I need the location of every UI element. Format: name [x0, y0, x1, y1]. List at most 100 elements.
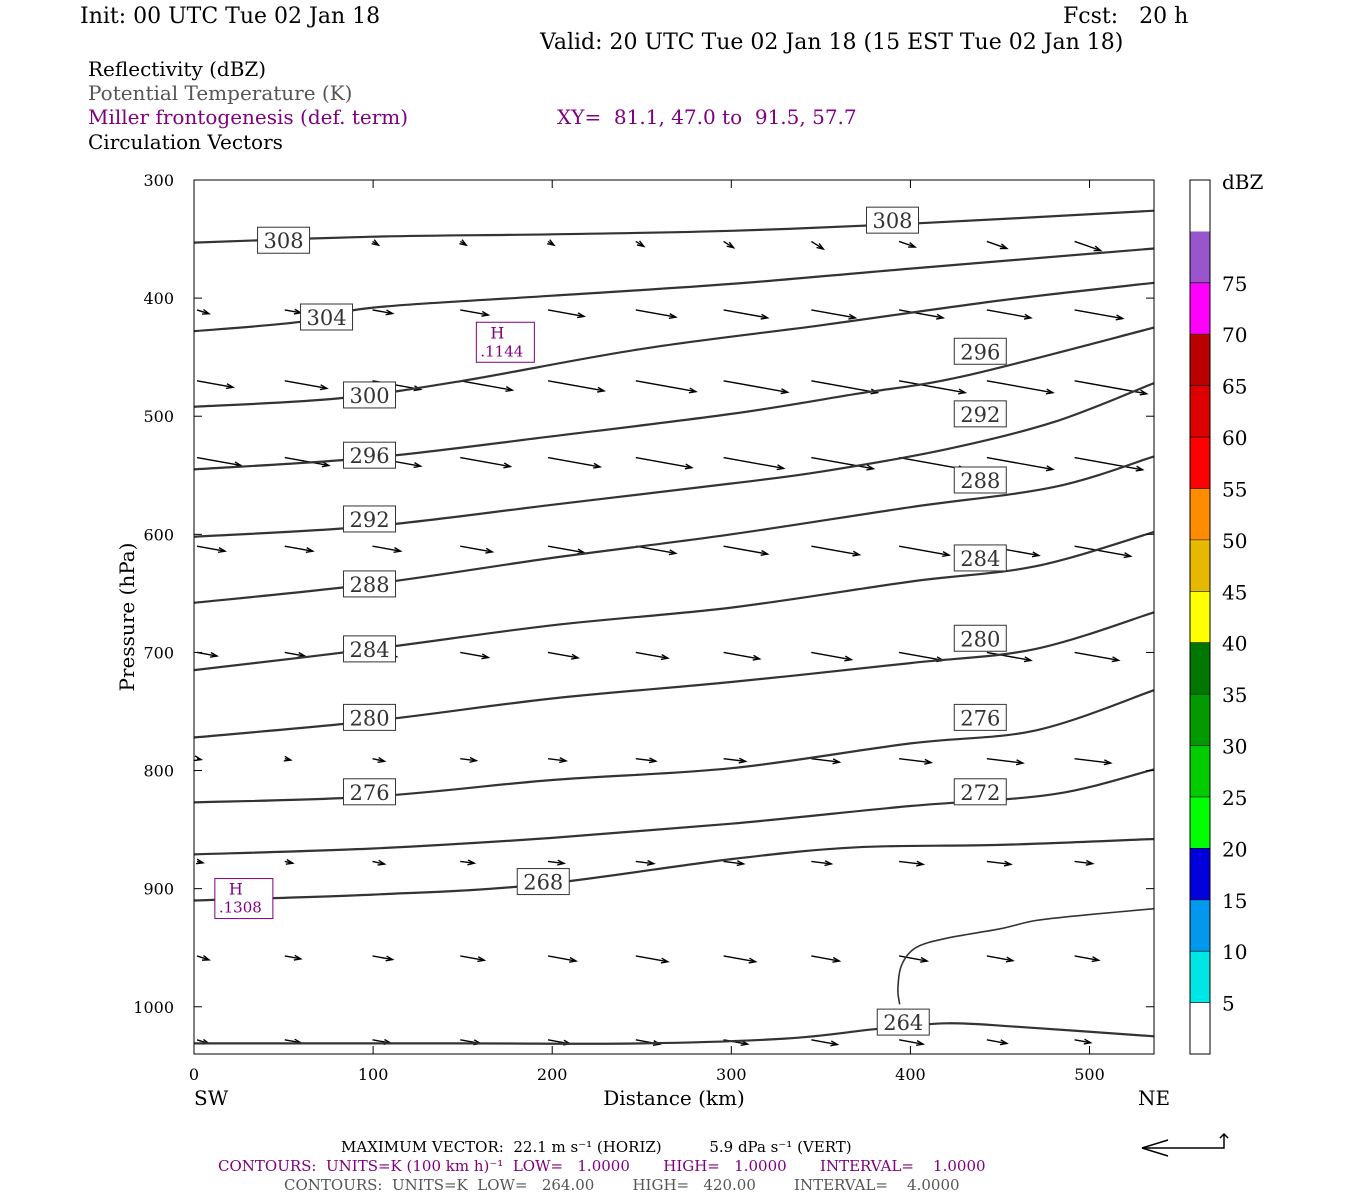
- frontogenesis-max-label: H: [229, 880, 243, 899]
- vector-arrowhead: [559, 757, 569, 764]
- x-axis-right-endpoint: NE: [1138, 1086, 1170, 1110]
- colorbar-label: 75: [1222, 272, 1247, 296]
- vector-arrowhead: [848, 313, 858, 320]
- theta-label-308: 308: [264, 229, 304, 253]
- circulation-vector: [196, 456, 242, 467]
- theta-label-box: [953, 337, 1007, 365]
- circulation-vector: [372, 860, 385, 865]
- circulation-vector: [547, 309, 585, 318]
- plot-frame: [193, 179, 1155, 1055]
- vector-arrowhead: [832, 956, 842, 963]
- circulation-vector: [723, 380, 788, 393]
- theta-label-280: 280: [349, 706, 389, 730]
- circulation-vector: [372, 955, 393, 961]
- vector-arrowhead: [936, 313, 946, 320]
- colorbar-segment: [1190, 539, 1210, 592]
- colorbar-label: 65: [1222, 375, 1247, 399]
- theta-label-box: [257, 226, 311, 254]
- circulation-vector: [1074, 545, 1131, 557]
- colorbar-frame: [1189, 179, 1211, 1055]
- circulation-vector: [811, 955, 840, 962]
- circulation-vector: [372, 758, 385, 763]
- circulation-vector: [460, 651, 489, 659]
- vector-arrowhead: [371, 239, 381, 247]
- theta-label-264: 264: [883, 1011, 923, 1035]
- vector-arrowhead: [209, 651, 220, 658]
- colorbar-segment: [1190, 899, 1210, 952]
- circulation-vector: [1074, 860, 1093, 865]
- circulation-vector: [898, 545, 950, 556]
- vector-arrowhead: [780, 388, 790, 395]
- circulation-vector: [635, 309, 676, 318]
- circulation-vector: [284, 545, 313, 552]
- colorbar-segment: [1190, 385, 1210, 438]
- circulation-vector: [898, 651, 944, 662]
- vector-arrowhead: [571, 653, 581, 660]
- circulation-vector: [723, 860, 744, 865]
- circulation-vector: [1074, 1039, 1091, 1044]
- circulation-vector: [460, 309, 489, 316]
- vector-arrowhead: [1123, 552, 1133, 559]
- circulation-vector: [811, 456, 874, 470]
- circulation-vector: [986, 955, 1013, 962]
- theta-contour-300: [193, 281, 1155, 408]
- theta-label-288: 288: [960, 469, 1000, 493]
- vector-arrowhead: [1091, 956, 1101, 963]
- theta-label-308: 308: [872, 209, 912, 233]
- circulation-vector: [284, 955, 301, 960]
- vector-arrowhead: [193, 755, 203, 762]
- vector-arrowhead: [916, 1040, 926, 1047]
- vector-arrowhead: [958, 388, 968, 395]
- theta-label-276: 276: [349, 781, 389, 805]
- vector-arrowhead: [385, 955, 395, 962]
- theta-label-276: 276: [960, 706, 1000, 730]
- vector-arrowhead: [760, 549, 770, 556]
- theta-label-296: 296: [349, 444, 389, 468]
- vector-arrowhead: [1083, 1038, 1093, 1045]
- colorbar-segment: [1190, 951, 1210, 1003]
- circulation-vector: [635, 758, 656, 762]
- theta-contour-308: [193, 209, 1155, 244]
- circulation-vector: [460, 380, 513, 391]
- vector-arrowhead: [477, 956, 487, 963]
- theta-contour-264: [193, 1022, 1155, 1045]
- x-tick-label: 500: [1074, 1065, 1105, 1084]
- colorbar-segment: [1190, 591, 1210, 643]
- colorbar-label: 70: [1222, 323, 1247, 347]
- circulation-vector: [811, 380, 878, 394]
- colorbar-segment: [1190, 796, 1210, 849]
- vector-arrowhead: [577, 312, 587, 319]
- valid-time: Valid: 20 UTC Tue 02 Jan 18 (15 EST Tue …: [540, 30, 1124, 55]
- vector-arrowhead: [481, 310, 491, 317]
- y-tick-label: 700: [143, 643, 174, 662]
- theta-label-box: [343, 505, 397, 533]
- circulation-vector: [723, 545, 768, 555]
- theta-label-box: [343, 441, 397, 469]
- circulation-vector: [460, 456, 511, 468]
- circulation-vector: [547, 955, 577, 962]
- circulation-vector: [723, 456, 784, 470]
- init-time: Init: 00 UTC Tue 02 Jan 18: [80, 4, 381, 29]
- theta-label-292: 292: [960, 403, 1000, 427]
- theta-label-304: 304: [306, 306, 346, 330]
- circulation-vector: [986, 380, 1053, 394]
- theta-label-box: [953, 544, 1007, 572]
- colorbar-label: 45: [1222, 580, 1247, 604]
- circulation-vector: [547, 758, 567, 762]
- theta-label-box: [343, 635, 397, 663]
- vector-arrowhead: [413, 462, 423, 469]
- vector-arrowhead: [505, 386, 515, 393]
- vector-arrowhead: [1115, 314, 1125, 321]
- max-vector-info: MAXIMUM VECTOR: 22.1 m s⁻¹ (HORIZ) 5.9 d…: [341, 1138, 852, 1156]
- y-tick-label: 300: [143, 171, 174, 190]
- vector-arrowhead: [1045, 388, 1055, 395]
- circulation-vector: [196, 651, 218, 657]
- vector-arrowhead: [776, 464, 786, 471]
- vector-arrowhead: [385, 309, 395, 316]
- theta-contour-264-open: [897, 907, 1155, 1005]
- vector-arrowhead: [1085, 859, 1095, 866]
- theta-label-box: [343, 570, 397, 598]
- vector-arrowhead: [1135, 465, 1145, 472]
- vector-arrowhead: [285, 858, 295, 865]
- theta-label-box: [516, 868, 570, 896]
